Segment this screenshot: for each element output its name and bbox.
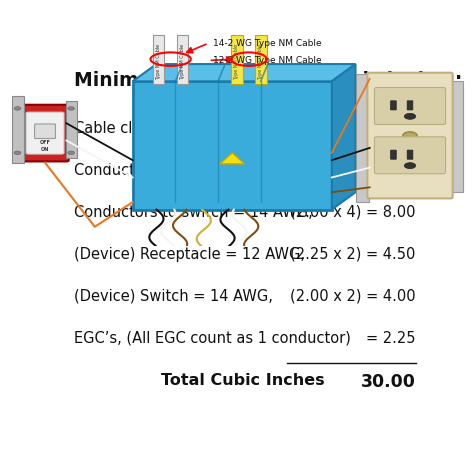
FancyBboxPatch shape xyxy=(231,35,243,84)
Circle shape xyxy=(14,107,21,110)
Polygon shape xyxy=(332,64,356,210)
Text: (2.25 x 2) = 4.50: (2.25 x 2) = 4.50 xyxy=(290,246,416,262)
Text: 12-2 WG Type NM Cable: 12-2 WG Type NM Cable xyxy=(213,56,322,65)
FancyBboxPatch shape xyxy=(26,112,64,154)
Text: 30.00: 30.00 xyxy=(361,373,416,391)
Text: Type NM Cable: Type NM Cable xyxy=(258,44,263,80)
FancyBboxPatch shape xyxy=(12,96,24,163)
Circle shape xyxy=(68,151,74,155)
FancyBboxPatch shape xyxy=(374,137,446,174)
Text: Conductors to switch = 14 AWG,: Conductors to switch = 14 AWG, xyxy=(74,205,313,219)
Text: Type NM Cable: Type NM Cable xyxy=(235,44,239,80)
Text: (Device) Switch = 14 AWG,: (Device) Switch = 14 AWG, xyxy=(74,289,273,304)
FancyBboxPatch shape xyxy=(391,150,396,159)
FancyBboxPatch shape xyxy=(66,101,77,158)
Circle shape xyxy=(403,132,417,139)
FancyBboxPatch shape xyxy=(450,82,463,192)
FancyBboxPatch shape xyxy=(407,150,413,159)
Text: (2.00 x 2) = 4.00: (2.00 x 2) = 4.00 xyxy=(290,289,416,304)
Text: OFF: OFF xyxy=(40,140,50,145)
Text: Minimum size of box in cubic inches:: Minimum size of box in cubic inches: xyxy=(74,72,462,91)
Text: (2.25 x 1) = 2.25: (2.25 x 1) = 2.25 xyxy=(290,121,416,136)
Text: (2.25 x 4) = 9.00: (2.25 x 4) = 9.00 xyxy=(290,163,416,178)
Text: = 2.25: = 2.25 xyxy=(366,331,416,346)
Polygon shape xyxy=(133,64,356,82)
Text: EGC’s, (All EGC count as 1 conductor): EGC’s, (All EGC count as 1 conductor) xyxy=(74,331,351,346)
Circle shape xyxy=(14,151,21,155)
Text: (Device) Receptacle = 12 AWG,: (Device) Receptacle = 12 AWG, xyxy=(74,246,305,262)
Circle shape xyxy=(404,163,416,169)
FancyBboxPatch shape xyxy=(255,35,267,84)
Text: Total Cubic Inches: Total Cubic Inches xyxy=(161,373,325,388)
Text: Type NM Cable: Type NM Cable xyxy=(180,44,185,80)
FancyBboxPatch shape xyxy=(177,35,188,84)
FancyBboxPatch shape xyxy=(35,124,55,138)
FancyBboxPatch shape xyxy=(374,88,446,125)
Text: (2.00 x 4) = 8.00: (2.00 x 4) = 8.00 xyxy=(290,205,416,219)
FancyBboxPatch shape xyxy=(367,73,453,199)
Circle shape xyxy=(404,113,416,119)
FancyBboxPatch shape xyxy=(21,105,69,162)
Text: Conductors to receptacle = 12 AWG,: Conductors to receptacle = 12 AWG, xyxy=(74,163,343,178)
FancyBboxPatch shape xyxy=(391,101,396,110)
Text: ON: ON xyxy=(41,147,49,152)
Text: Type NM Cable: Type NM Cable xyxy=(156,44,161,80)
FancyBboxPatch shape xyxy=(133,82,332,210)
Text: Cable clamps = 12 AWG,: Cable clamps = 12 AWG, xyxy=(74,121,257,136)
Circle shape xyxy=(68,107,74,110)
FancyBboxPatch shape xyxy=(153,35,164,84)
FancyBboxPatch shape xyxy=(407,101,413,110)
Text: 14-2 WG Type NM Cable: 14-2 WG Type NM Cable xyxy=(213,39,322,47)
FancyBboxPatch shape xyxy=(356,74,369,202)
